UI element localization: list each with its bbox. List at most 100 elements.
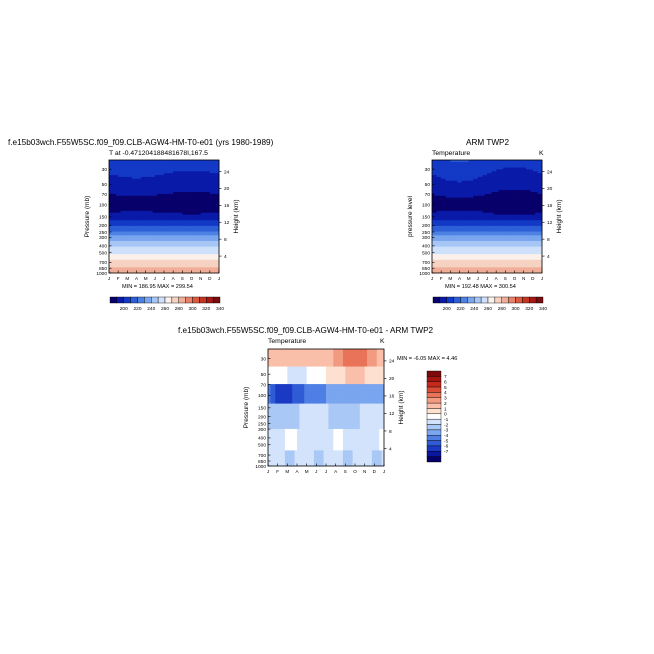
plot1-cell bbox=[157, 193, 160, 197]
plot1-cell bbox=[175, 216, 179, 219]
plot1-cell bbox=[138, 256, 142, 259]
plot1-cell bbox=[141, 237, 144, 240]
plot2-cell bbox=[525, 186, 529, 189]
plot1-cell bbox=[136, 254, 140, 257]
plot1-cell bbox=[200, 254, 204, 257]
plot2-cell bbox=[452, 235, 456, 238]
plot1-cell bbox=[200, 227, 204, 231]
plot1-cell bbox=[198, 214, 202, 217]
plot2-cell bbox=[484, 163, 488, 167]
plot1-x-tick-label: M bbox=[144, 276, 148, 281]
plot1-cell bbox=[120, 222, 124, 225]
plot1-cell bbox=[164, 160, 167, 163]
plot1-cell bbox=[182, 263, 186, 266]
plot1-cell bbox=[145, 216, 149, 219]
plot2-cell bbox=[461, 218, 465, 221]
plot1-cell bbox=[189, 199, 192, 202]
plot2-cell bbox=[434, 214, 437, 217]
plot2-cell bbox=[514, 167, 518, 170]
plot1-cell bbox=[196, 235, 199, 238]
plot2-cell bbox=[535, 169, 538, 172]
plot1-cell bbox=[120, 248, 124, 251]
plot1-cell bbox=[150, 203, 153, 206]
plot2-cell bbox=[487, 175, 490, 178]
plot1-cell bbox=[154, 263, 158, 266]
plot1-cell bbox=[145, 190, 149, 193]
plot1-cell bbox=[122, 212, 126, 216]
plot1-cell bbox=[161, 165, 165, 168]
plot2-cell bbox=[452, 184, 456, 187]
plot1-cell bbox=[214, 220, 218, 223]
plot1-cell bbox=[134, 269, 137, 272]
plot1-cell bbox=[170, 203, 174, 206]
plot1-cell bbox=[186, 190, 190, 193]
plot2-cell bbox=[489, 233, 492, 236]
plot1-cell bbox=[173, 239, 176, 242]
plot2-cell bbox=[466, 186, 470, 189]
plot1-cell bbox=[159, 192, 163, 195]
plot2-cell bbox=[514, 203, 518, 206]
plot1-cell bbox=[136, 250, 140, 253]
plot2-cell bbox=[454, 229, 458, 232]
plot2-cell bbox=[537, 218, 541, 221]
plot1-cell bbox=[214, 224, 218, 227]
plot1-cell bbox=[180, 208, 183, 212]
plot1-cell bbox=[154, 269, 158, 272]
plot2-cell bbox=[539, 235, 543, 238]
plot1-cell bbox=[157, 199, 160, 202]
plot2-cell bbox=[475, 214, 479, 217]
plot2-cell bbox=[514, 161, 518, 165]
plot2-cell bbox=[461, 199, 465, 202]
plot2-cell bbox=[461, 175, 465, 178]
plot2-cell bbox=[432, 203, 435, 206]
plot2-cell bbox=[432, 195, 435, 199]
plot2-cell bbox=[484, 188, 488, 191]
plot2-cell bbox=[514, 195, 518, 199]
plot1-cell bbox=[143, 240, 147, 244]
plot2-cell bbox=[459, 203, 463, 206]
plot1-cell bbox=[180, 195, 183, 199]
plot2-cell bbox=[489, 225, 492, 229]
plot2-cell bbox=[539, 212, 543, 216]
plot1-cell bbox=[207, 169, 211, 172]
plot2-cell bbox=[480, 173, 483, 176]
plot2-cell bbox=[475, 201, 479, 204]
plot2-cell bbox=[438, 207, 442, 210]
plot1-cell bbox=[173, 242, 176, 246]
plot2-cell bbox=[525, 178, 529, 182]
plot1-cell bbox=[168, 256, 172, 259]
plot2-cell bbox=[457, 193, 460, 197]
plot1-cell bbox=[200, 225, 204, 229]
plot1-cell bbox=[157, 242, 160, 246]
plot1-cell bbox=[154, 257, 158, 261]
plot2-cell bbox=[535, 231, 538, 234]
plot1-cell bbox=[141, 190, 144, 193]
plot2-cell bbox=[448, 222, 451, 225]
plot1-cell bbox=[189, 259, 192, 263]
plot1-cell bbox=[209, 256, 213, 259]
plot1-cell bbox=[129, 190, 133, 193]
plot1-cell bbox=[175, 193, 179, 197]
plot1-cell bbox=[212, 250, 215, 253]
plot2-cell bbox=[498, 203, 502, 206]
plot2-cell bbox=[436, 199, 440, 202]
plot1-cell bbox=[202, 257, 206, 261]
plot2-cell bbox=[537, 163, 541, 167]
plot2-cell bbox=[507, 220, 511, 223]
plot2-cell bbox=[484, 214, 488, 217]
plot2-cell bbox=[434, 231, 437, 234]
plot1-cell bbox=[115, 261, 119, 264]
plot2-cell bbox=[491, 203, 495, 206]
plot1-cell bbox=[134, 171, 137, 174]
plot1-cell bbox=[214, 180, 218, 183]
plot2-cell bbox=[448, 180, 451, 183]
plot1-cell bbox=[166, 227, 169, 231]
plot2-cell bbox=[496, 216, 499, 219]
plot1-cell bbox=[216, 180, 220, 183]
plot1-cell bbox=[184, 244, 188, 248]
plot1-cell bbox=[145, 235, 149, 238]
plot1-cell bbox=[216, 214, 220, 217]
plot1-cell bbox=[118, 163, 121, 167]
plot1-cell bbox=[157, 257, 160, 261]
plot1-cell bbox=[122, 171, 126, 174]
